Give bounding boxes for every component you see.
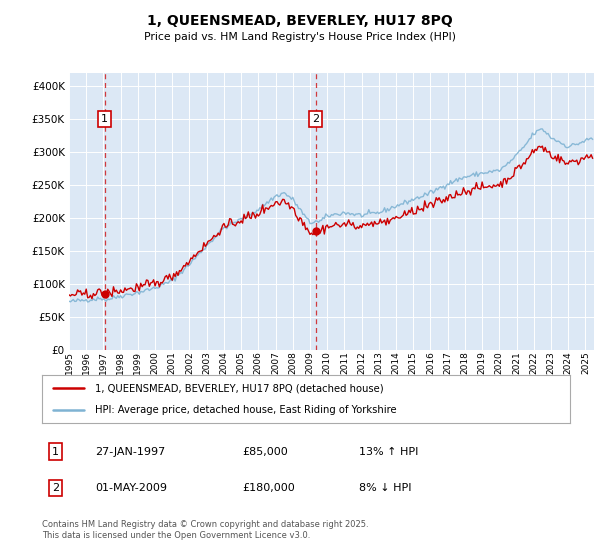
Text: £180,000: £180,000 [242,483,295,493]
Text: £85,000: £85,000 [242,446,289,456]
Text: Price paid vs. HM Land Registry's House Price Index (HPI): Price paid vs. HM Land Registry's House … [144,32,456,43]
Text: 2: 2 [52,483,59,493]
Text: 1, QUEENSMEAD, BEVERLEY, HU17 8PQ: 1, QUEENSMEAD, BEVERLEY, HU17 8PQ [147,14,453,28]
Text: 2: 2 [312,114,319,124]
Text: 8% ↓ HPI: 8% ↓ HPI [359,483,412,493]
Text: 13% ↑ HPI: 13% ↑ HPI [359,446,418,456]
Text: 1: 1 [52,446,59,456]
Text: HPI: Average price, detached house, East Riding of Yorkshire: HPI: Average price, detached house, East… [95,405,397,415]
Text: Contains HM Land Registry data © Crown copyright and database right 2025.
This d: Contains HM Land Registry data © Crown c… [42,520,368,540]
Text: 1: 1 [101,114,108,124]
Text: 27-JAN-1997: 27-JAN-1997 [95,446,165,456]
Text: 01-MAY-2009: 01-MAY-2009 [95,483,167,493]
Text: 1, QUEENSMEAD, BEVERLEY, HU17 8PQ (detached house): 1, QUEENSMEAD, BEVERLEY, HU17 8PQ (detac… [95,383,383,393]
